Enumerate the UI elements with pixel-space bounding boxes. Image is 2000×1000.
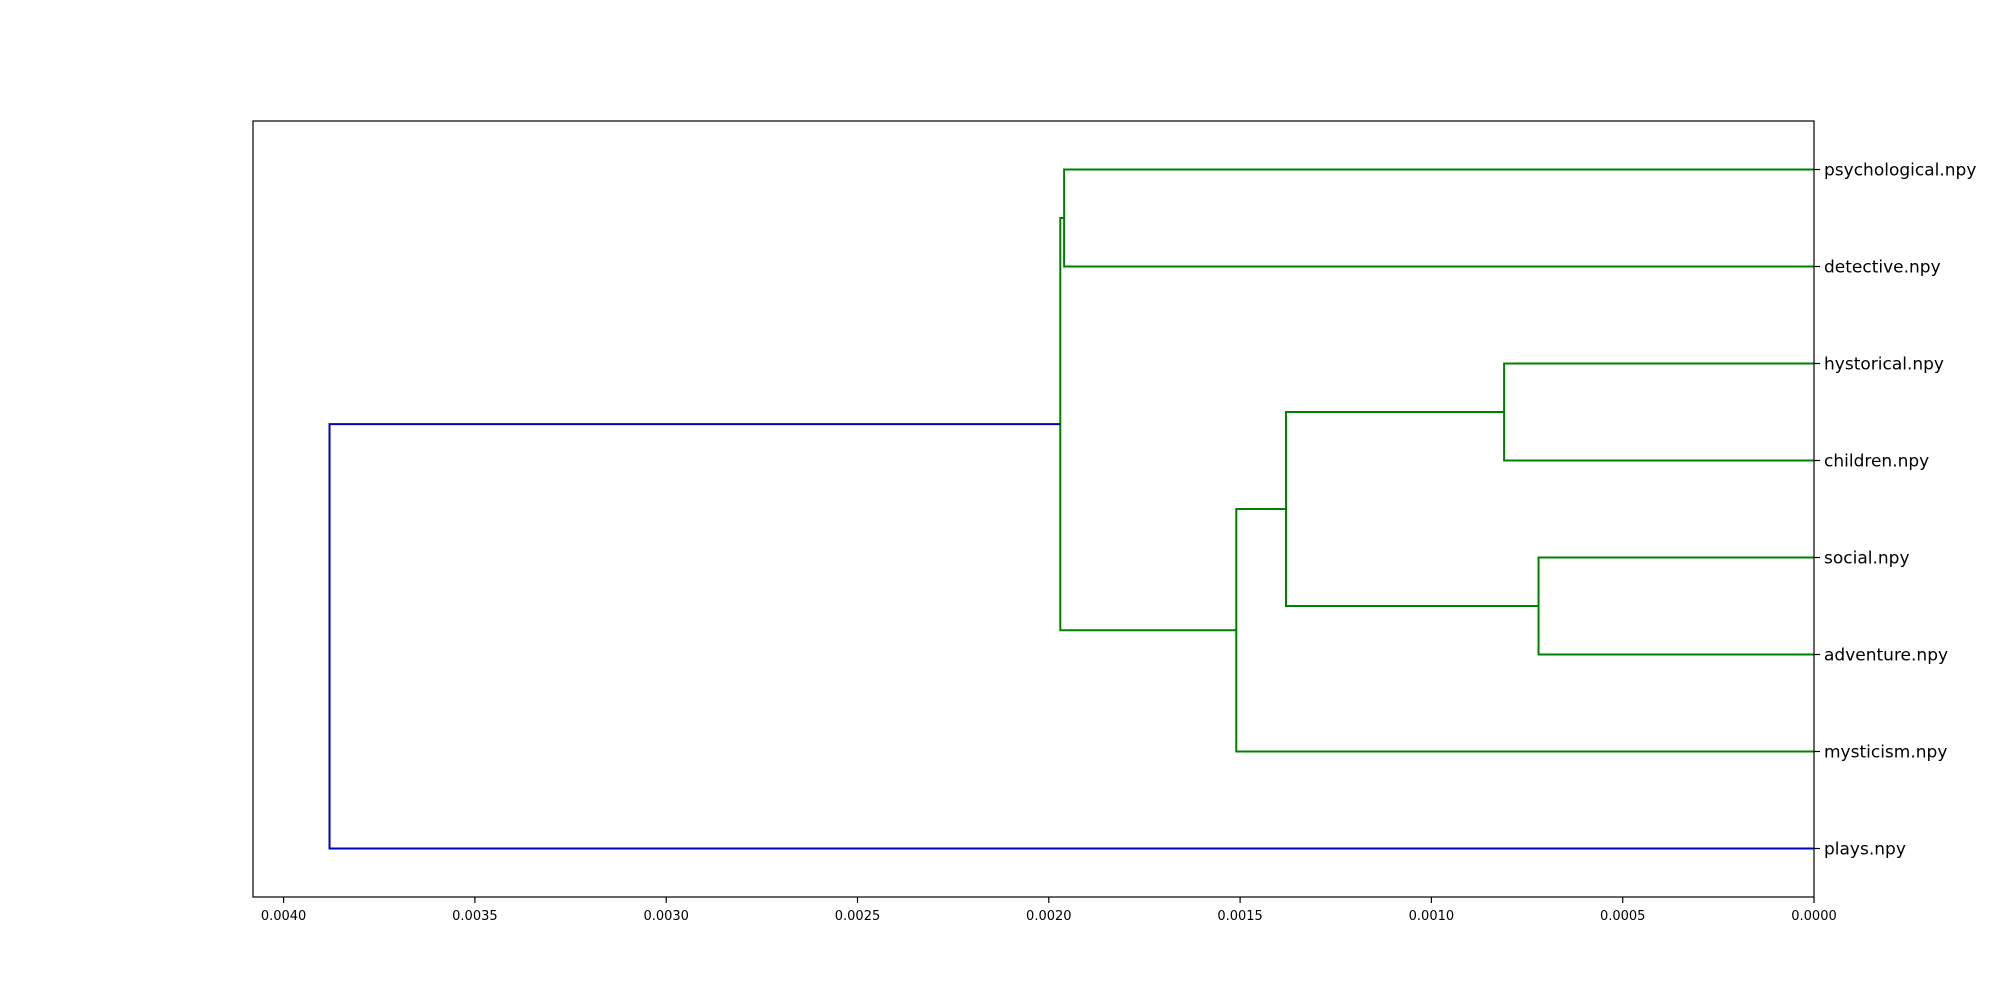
dendrogram-link-0 xyxy=(1503,362,1814,462)
x-tick-label: 0.0020 xyxy=(1026,909,1072,924)
x-tick-label: 0.0030 xyxy=(643,909,689,924)
leaf-label: adventure.npy xyxy=(1824,646,1948,666)
leaf-label: psychological.npy xyxy=(1824,161,1976,181)
leaf-label: mysticism.npy xyxy=(1824,743,1947,763)
x-tick-label: 0.0010 xyxy=(1409,909,1455,924)
x-tick-label: 0.0025 xyxy=(835,909,881,924)
x-tick-label: 0.0040 xyxy=(261,909,307,924)
plot-frame xyxy=(252,120,1815,898)
x-tick-label: 0.0005 xyxy=(1600,909,1646,924)
leaf-label: detective.npy xyxy=(1824,258,1941,278)
x-tick-label: 0.0035 xyxy=(452,909,498,924)
dendrogram-link-2 xyxy=(1285,411,1539,607)
dendrogram-link-3 xyxy=(1235,508,1814,753)
dendrogram-link-4 xyxy=(1063,168,1814,268)
x-tick-label: 0.0000 xyxy=(1791,909,1837,924)
dendrogram-link-6 xyxy=(328,423,1814,850)
leaf-labels: psychological.npy detective.npy hystorical… xyxy=(1814,161,1976,860)
dendrogram-link-5 xyxy=(1059,217,1237,632)
leaf-label: hystorical.npy xyxy=(1824,355,1944,375)
leaf-label: plays.npy xyxy=(1824,840,1906,860)
x-axis-ticks: 0.0040 0.0035 0.0030 0.0025 0.0020 0.0015 0.00… xyxy=(261,897,1837,924)
x-tick-label: 0.0015 xyxy=(1217,909,1263,924)
dendrogram-link-1 xyxy=(1537,556,1814,656)
dendrogram-links xyxy=(328,168,1814,850)
leaf-label: social.npy xyxy=(1824,549,1910,569)
leaf-label: children.npy xyxy=(1824,452,1929,472)
